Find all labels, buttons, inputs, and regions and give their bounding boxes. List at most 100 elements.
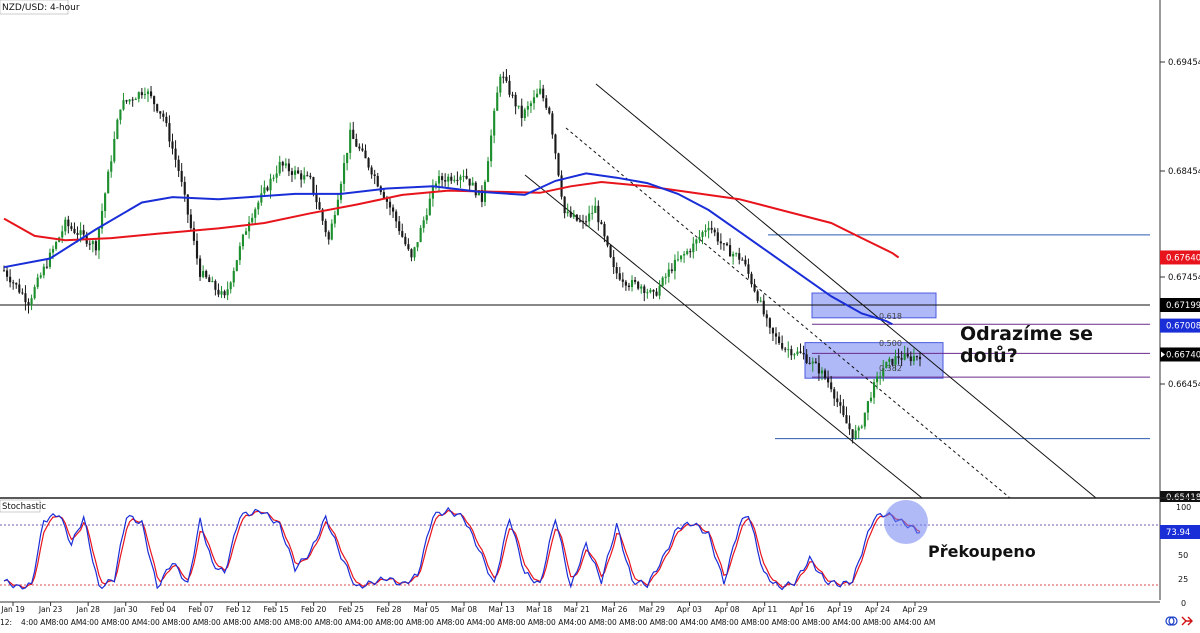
candle-body xyxy=(508,80,511,95)
x-tick-label: Mar 08 xyxy=(451,605,477,614)
price-label-text: 0.67640 xyxy=(1166,253,1200,263)
candle-body xyxy=(774,333,778,337)
price-tick: 0.69454 xyxy=(1168,58,1200,68)
overbought-highlight xyxy=(884,500,928,544)
candle-body xyxy=(897,356,900,359)
candle-body xyxy=(756,291,759,301)
x-tick-label: Jan 19 xyxy=(0,605,25,614)
candle-body xyxy=(284,163,287,166)
candle-body xyxy=(410,249,413,258)
candle-body xyxy=(235,260,238,271)
candle-body xyxy=(805,354,808,363)
x-subtick-label: 8:00 AM xyxy=(630,618,661,627)
price-label-badge xyxy=(1160,491,1200,502)
fib-label-0382: 0.382 xyxy=(879,364,902,373)
candle-body xyxy=(612,257,615,268)
candle-body xyxy=(673,259,676,272)
x-tick-label: Apr 08 xyxy=(715,605,740,614)
x-tick-label: Mar 05 xyxy=(413,605,439,614)
candle-body xyxy=(76,233,79,235)
candle-body xyxy=(796,351,799,355)
candle-body xyxy=(290,171,294,175)
candle-body xyxy=(750,273,753,285)
candle-body xyxy=(278,161,281,174)
candle-body xyxy=(459,176,462,180)
x-subtick-label: 4:00 AM xyxy=(82,618,113,627)
stoch-k-line xyxy=(3,506,921,591)
candle-body xyxy=(361,148,364,151)
candle-body xyxy=(131,99,134,101)
candle-body xyxy=(30,298,33,306)
candle-body xyxy=(15,282,18,285)
candle-body xyxy=(569,211,572,217)
price-tick: 0.68454 xyxy=(1168,167,1200,177)
candle-body xyxy=(578,220,582,222)
price-label-badge xyxy=(1160,347,1200,362)
candle-body xyxy=(358,146,361,149)
candle-body xyxy=(548,107,551,114)
x-subtick-label: 4:00 AM xyxy=(356,618,387,627)
candle-body xyxy=(12,282,15,284)
candle-body xyxy=(771,327,775,334)
candle-body xyxy=(474,182,477,196)
candle-body xyxy=(523,109,526,119)
candle-body xyxy=(879,376,882,378)
x-subtick-label: 8:00 AM xyxy=(752,618,783,627)
candle-body xyxy=(594,205,597,213)
candle-body xyxy=(486,161,490,182)
candle-body xyxy=(655,291,658,296)
x-tick-label: Feb 04 xyxy=(151,605,176,614)
price-axis: 0.69454 0.68454 0.67454 0.66454 0.676400… xyxy=(1159,0,1200,600)
candle-body xyxy=(918,356,922,360)
candle-body xyxy=(535,93,539,98)
candle-body xyxy=(140,92,143,96)
candle-body xyxy=(833,389,836,399)
candle-body xyxy=(532,97,536,104)
candle-body xyxy=(226,289,229,296)
price-label-badge xyxy=(1160,298,1200,313)
chart-settings-icon[interactable] xyxy=(1165,616,1178,626)
candle-body xyxy=(398,221,401,232)
candle-body xyxy=(281,161,284,166)
x-subtick-label: 8:00 AM xyxy=(52,618,83,627)
candle-body xyxy=(701,232,704,237)
candle-body xyxy=(551,113,554,135)
candle-body xyxy=(70,226,73,229)
fib-label-0618: 0.618 xyxy=(879,312,902,321)
price-label-badge xyxy=(1160,250,1200,265)
candle-body xyxy=(661,277,664,286)
go-to-realtime-icon[interactable] xyxy=(1181,616,1193,626)
candle-body xyxy=(339,183,343,200)
candle-body xyxy=(287,163,290,172)
candle-body xyxy=(5,270,9,277)
candle-body xyxy=(493,110,496,136)
x-tick-label: Feb 15 xyxy=(263,605,288,614)
candle-body xyxy=(560,175,563,197)
x-subtick-label: 4:00 AM xyxy=(143,618,174,627)
candle-body xyxy=(603,224,606,237)
candle-body xyxy=(24,293,27,303)
stochastic-pane: Překoupeno Stochastic 100 50 25 0 73.94 xyxy=(0,497,1200,608)
candle-body xyxy=(104,193,107,211)
candle-body xyxy=(545,98,548,108)
candle-body xyxy=(762,300,765,315)
candle-body xyxy=(315,193,318,203)
candle-body xyxy=(839,402,842,406)
candle-body xyxy=(465,175,468,179)
candle-body xyxy=(342,163,346,184)
x-tick-label: Apr 29 xyxy=(903,605,928,614)
candle-body xyxy=(741,259,744,261)
candle-body xyxy=(637,281,640,289)
candle-body xyxy=(652,289,655,292)
candle-body xyxy=(456,179,459,181)
candle-body xyxy=(747,264,750,274)
candle-body xyxy=(36,277,39,288)
candle-body xyxy=(137,92,140,99)
x-ticks-layer: Jan 19 Jan 23 Jan 28 Jan 30 Feb 04 Feb 07 Feb … xyxy=(0,602,928,614)
candle-body xyxy=(683,254,686,256)
candle-body xyxy=(388,201,392,208)
stoch-label-box xyxy=(0,499,41,513)
price-label-text: 0.67008 xyxy=(1166,322,1200,332)
candle-body xyxy=(554,134,557,154)
